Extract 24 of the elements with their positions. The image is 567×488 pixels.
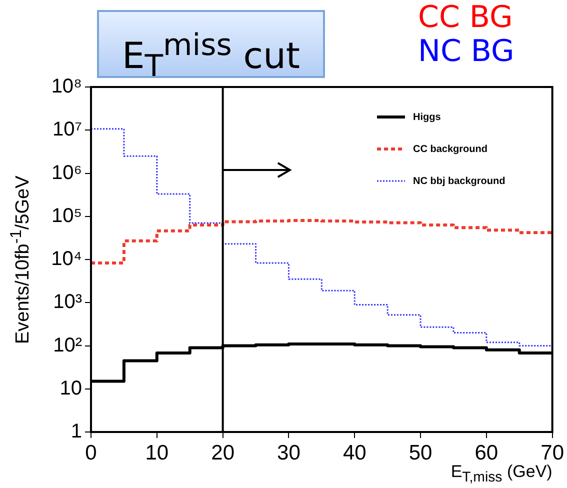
y-tick-label: 10⁴: [51, 248, 82, 270]
x-tick-label: 20: [211, 441, 234, 464]
y-tick-label: 10⁶: [52, 162, 82, 184]
y-tick-label: 10⁷: [52, 118, 82, 141]
x-tick-label: 70: [540, 441, 564, 464]
text: E$_{T}$$^{miss}$ cut: [120, 27, 302, 84]
y-tick-label: 10²: [53, 334, 82, 356]
legend-label: Higgs: [413, 112, 442, 123]
y-tick-label: 1: [70, 420, 82, 443]
y-tick-label: 10⁵: [51, 204, 82, 227]
y-tick-label: 10³: [53, 291, 82, 314]
x-tick-label: 50: [408, 441, 432, 464]
x-tick-label: 30: [277, 441, 300, 464]
x-tick-label: 40: [342, 441, 366, 464]
x-tick-label: 60: [474, 441, 498, 464]
text: NC BG: [418, 34, 514, 69]
x-tick-label: 10: [145, 441, 169, 464]
y-tick-label: 10: [60, 377, 82, 400]
y-tick-label: 10⁸: [51, 76, 82, 98]
x-axis-title: E$_{T,miss}$ (GeV): [450, 462, 552, 486]
x-tick-label: 0: [85, 441, 97, 464]
legend-label: CC background: [413, 144, 488, 155]
legend-label: NC bbj background: [413, 176, 506, 187]
text: CC BG: [418, 0, 513, 35]
